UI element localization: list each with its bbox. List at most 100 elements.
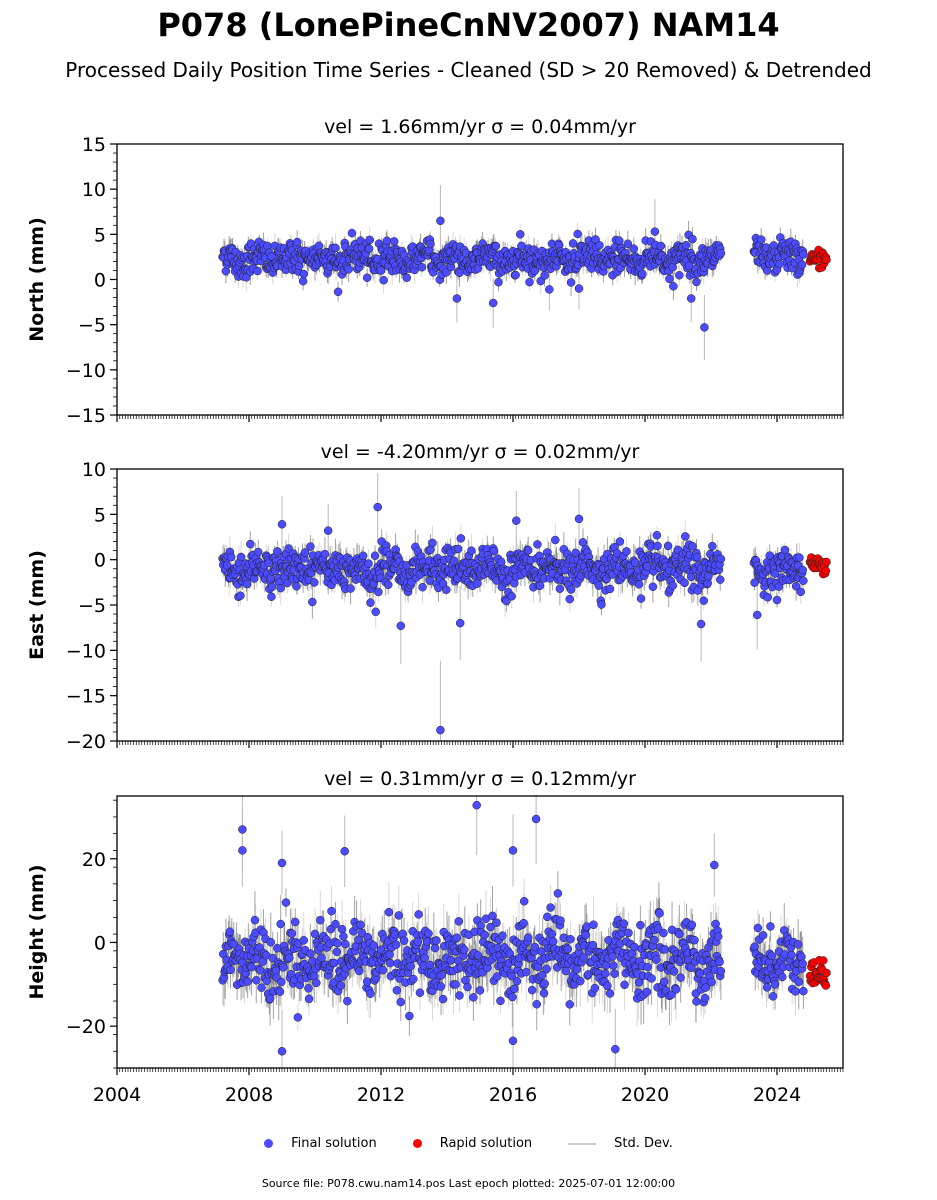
- final-point: [323, 526, 333, 535]
- final-point: [236, 591, 245, 600]
- panel-title: vel = -4.20mm/yr σ = 0.02mm/yr: [321, 441, 640, 463]
- final-point: [629, 244, 639, 253]
- y-axis-label: East (mm): [26, 550, 48, 660]
- final-point: [517, 241, 526, 251]
- final-point: [523, 546, 533, 555]
- final-point: [669, 282, 678, 291]
- final-point: [798, 565, 807, 575]
- final-point: [371, 607, 380, 617]
- final-point: [442, 585, 451, 595]
- final-point: [489, 546, 499, 556]
- final-point: [364, 244, 374, 253]
- final-point: [243, 977, 252, 986]
- final-point: [253, 547, 263, 557]
- final-point: [595, 241, 604, 250]
- final-point: [333, 287, 343, 297]
- plot-area: [218, 185, 831, 360]
- chart-subtitle: Processed Daily Position Time Series - C…: [65, 58, 872, 82]
- final-point: [566, 278, 576, 287]
- final-point: [310, 578, 319, 587]
- final-point: [298, 276, 308, 286]
- final-point: [450, 556, 459, 566]
- final-point: [253, 266, 262, 276]
- final-point: [396, 621, 406, 631]
- final-point: [246, 539, 255, 549]
- final-point: [273, 547, 282, 556]
- final-point: [681, 532, 690, 541]
- final-point: [688, 234, 697, 244]
- final-point: [344, 265, 353, 274]
- final-point: [314, 241, 324, 251]
- final-point: [665, 274, 674, 284]
- final-point: [455, 618, 465, 628]
- final-point: [247, 962, 256, 972]
- final-point: [756, 235, 766, 244]
- final-point: [550, 535, 560, 545]
- final-point: [566, 585, 576, 594]
- final-point: [276, 583, 285, 593]
- final-point: [436, 216, 445, 226]
- final-point: [473, 579, 482, 588]
- final-point: [545, 285, 554, 294]
- y-axis-label: North (mm): [26, 217, 48, 342]
- final-point: [652, 530, 662, 540]
- plot-area: [218, 796, 831, 1068]
- final-point: [456, 534, 466, 543]
- final-point: [555, 584, 565, 594]
- final-point: [663, 541, 673, 551]
- final-point: [634, 580, 644, 589]
- final-point: [574, 284, 584, 293]
- final-point: [436, 725, 445, 735]
- final-point: [525, 277, 534, 287]
- final-point: [656, 241, 666, 251]
- final-point: [795, 553, 804, 562]
- final-point: [384, 580, 393, 590]
- final-point: [366, 598, 375, 607]
- panel-title: vel = 1.66mm/yr σ = 0.04mm/yr: [324, 116, 636, 138]
- final-point: [277, 520, 287, 529]
- panel-2: −20 −15 −10 −5 0 5 10 vel = -4.20mm/yr σ = 0.02…: [26, 441, 844, 753]
- rapid-point: [822, 255, 831, 265]
- final-point: [331, 243, 340, 253]
- panel-1: −15 −10 −5 0 5 10 15 vel = 1.66mm/yr σ = 0.04mm…: [26, 116, 844, 427]
- final-point: [630, 558, 640, 567]
- final-point: [374, 587, 383, 597]
- final-point: [362, 273, 372, 282]
- final-point: [750, 578, 759, 587]
- final-point: [533, 540, 542, 549]
- y-tick-label: −20: [66, 731, 106, 753]
- final-point: [452, 294, 462, 303]
- final-point: [568, 239, 578, 248]
- final-point: [346, 584, 355, 593]
- final-point: [250, 915, 260, 925]
- final-point: [267, 592, 276, 601]
- final-point: [507, 592, 516, 601]
- final-point: [379, 276, 388, 285]
- final-point: [675, 271, 684, 280]
- final-point: [763, 593, 773, 602]
- final-point: [775, 259, 784, 269]
- final-point: [774, 582, 784, 591]
- final-point: [389, 237, 399, 246]
- final-point: [623, 239, 633, 249]
- final-point: [358, 551, 368, 561]
- final-point: [797, 260, 807, 269]
- final-point: [799, 576, 808, 585]
- final-point: [791, 582, 801, 591]
- final-point: [488, 298, 498, 308]
- final-point: [668, 581, 677, 590]
- final-point: [708, 541, 717, 551]
- final-point: [255, 966, 265, 975]
- rapid-point: [821, 566, 831, 576]
- final-point: [292, 582, 301, 591]
- final-point: [516, 230, 525, 239]
- final-point: [236, 552, 246, 562]
- rapid-solution-points: [805, 553, 831, 579]
- final-point: [320, 549, 330, 559]
- final-point: [426, 239, 435, 249]
- axes-frame: [116, 468, 844, 742]
- final-point: [692, 552, 702, 562]
- final-point: [565, 594, 575, 604]
- final-point: [752, 610, 762, 620]
